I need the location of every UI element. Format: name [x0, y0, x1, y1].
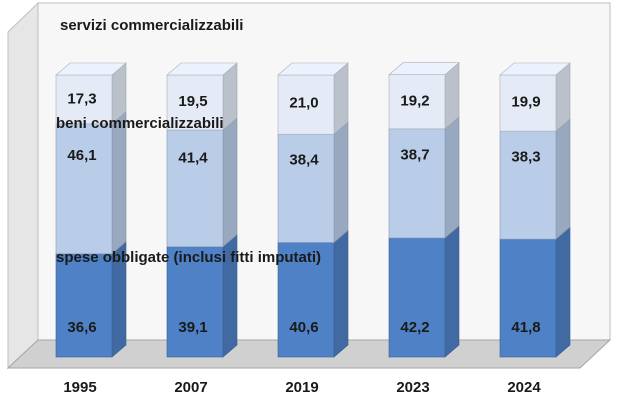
bar-side-2019-3	[333, 62, 349, 135]
bar-front-2023-3	[388, 74, 446, 130]
bar-top-2023	[388, 62, 460, 76]
series-label-1: spese obbligate (inclusi fitti imputati)	[56, 249, 321, 266]
bar-side-2019-1	[333, 229, 349, 358]
category-labels-layer: 1995 2007 2019 2023 2024	[63, 379, 541, 396]
series-label-2: beni commercializzabili	[56, 115, 224, 132]
bar-segment-1995-1	[55, 241, 127, 358]
bar-segment-1995-2	[55, 111, 127, 255]
bar-front-2019-3	[277, 74, 335, 135]
bar-front-2024-1	[499, 238, 557, 358]
bar-top-2019	[277, 62, 349, 76]
bar-front-2023-1	[388, 237, 446, 358]
bar-top-1995	[55, 62, 127, 76]
bar-front-2007-2	[166, 129, 224, 248]
x-tick-label: 2023	[396, 379, 429, 396]
bar-segment-2023-1	[388, 225, 460, 358]
bar-segment-2019-2	[277, 121, 349, 244]
data-label: 41,4	[178, 150, 208, 167]
x-tick-label: 2007	[174, 379, 207, 396]
bar-front-2024-2	[499, 130, 557, 240]
bar-top-2024	[499, 62, 571, 76]
bar-front-2007-1	[166, 246, 224, 358]
bar-segment-2023-2	[388, 116, 460, 239]
bar-side-2024-1	[555, 226, 571, 358]
data-label: 19,5	[178, 93, 207, 110]
bar-side-2019-2	[333, 121, 349, 244]
value-labels-layer: 36,6 39,1 40,6 42,2 41,8 46,1 41,4 38,4 38,7 38,3…	[67, 91, 540, 336]
bar-front-1995-2	[55, 123, 113, 255]
data-label: 40,6	[289, 319, 318, 336]
x-tick-label: 2024	[507, 379, 541, 396]
bar-segment-2007-2	[166, 117, 238, 248]
data-label: 19,2	[400, 92, 429, 109]
bar-side-2023-1	[444, 225, 460, 358]
data-label: 41,8	[511, 319, 540, 336]
bar-segment-2019-1	[277, 229, 349, 358]
data-label: 38,3	[511, 148, 540, 165]
bar-segment-2024-3	[499, 62, 571, 132]
x-tick-label: 2019	[285, 379, 318, 396]
series-labels-layer: spese obbligate (inclusi fitti imputati)…	[56, 17, 321, 266]
bar-front-2019-1	[277, 242, 335, 358]
bar-front-2019-2	[277, 133, 335, 243]
data-label: 36,6	[67, 319, 96, 336]
bar-segment-2019-3	[277, 62, 349, 135]
bar-segment-2023-3	[388, 62, 460, 130]
bar-front-1995-1	[55, 253, 113, 358]
bar-side-2007-2	[222, 117, 238, 248]
data-label: 21,0	[289, 95, 318, 112]
bar-front-1995-3	[55, 74, 113, 125]
chart-side-wall	[7, 1, 39, 370]
data-label: 42,2	[400, 319, 429, 336]
data-label: 39,1	[178, 319, 207, 336]
data-label: 19,9	[511, 93, 540, 110]
bar-segment-1995-3	[55, 62, 127, 125]
data-label: 46,1	[67, 147, 96, 164]
bar-front-2023-2	[388, 128, 446, 239]
x-tick-label: 1995	[63, 379, 96, 396]
bar-segment-2024-1	[499, 226, 571, 358]
bar-segment-2007-3	[166, 62, 238, 131]
series-label-3: servizi commercializzabili	[60, 17, 243, 34]
data-label: 38,4	[289, 152, 319, 169]
bar-side-2023-2	[444, 116, 460, 239]
bar-side-2024-2	[555, 118, 571, 240]
bar-side-1995-2	[111, 111, 127, 255]
bar-top-2007	[166, 62, 238, 76]
bar-segment-2024-2	[499, 118, 571, 240]
bars-layer	[55, 62, 571, 358]
data-label: 38,7	[400, 146, 429, 163]
bar-segment-2007-1	[166, 234, 238, 358]
bar-front-2007-3	[166, 74, 224, 131]
data-label: 17,3	[67, 91, 96, 108]
